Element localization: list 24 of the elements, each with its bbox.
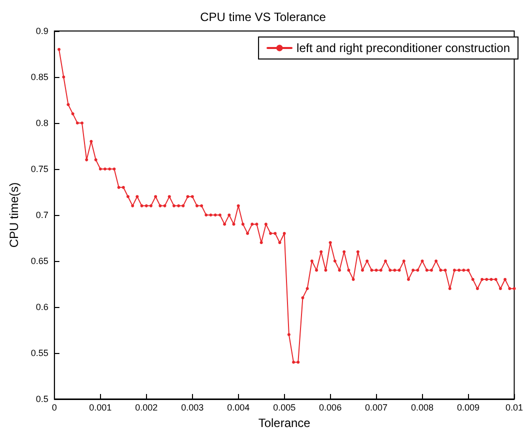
chart-title: CPU time VS Tolerance [200,10,326,24]
x-tick-label: 0.009 [456,402,480,412]
x-tick-label: 0.002 [135,402,158,412]
y-tick-label: 0.5 [36,394,48,404]
x-tick-label: 0.007 [365,402,388,412]
y-tick-label: 0.7 [36,210,48,220]
x-tick-label: 0.004 [227,402,250,412]
x-tick-label: 0.006 [319,402,342,412]
legend-label: left and right preconditioner construction [296,41,510,55]
y-tick-label: 0.55 [30,348,48,358]
y-axis-title: CPU time(s) [7,182,21,248]
y-tick-label: 0.6 [36,302,48,312]
y-tick-label: 0.9 [36,26,48,36]
y-tick-label: 0.8 [36,118,48,128]
x-tick-label: 0.003 [181,402,204,412]
x-tick-label: 0.001 [89,402,112,412]
x-axis-title: Tolerance [258,416,311,430]
x-tick-label: 0 [52,402,57,412]
x-tick-label: 0.01 [505,402,524,412]
x-tick-label: 0.005 [273,402,296,412]
y-tick-label: 0.75 [30,164,48,174]
y-tick-label: 0.65 [30,256,48,266]
y-tick-label: 0.85 [30,72,48,82]
x-tick-label: 0.008 [411,402,434,412]
